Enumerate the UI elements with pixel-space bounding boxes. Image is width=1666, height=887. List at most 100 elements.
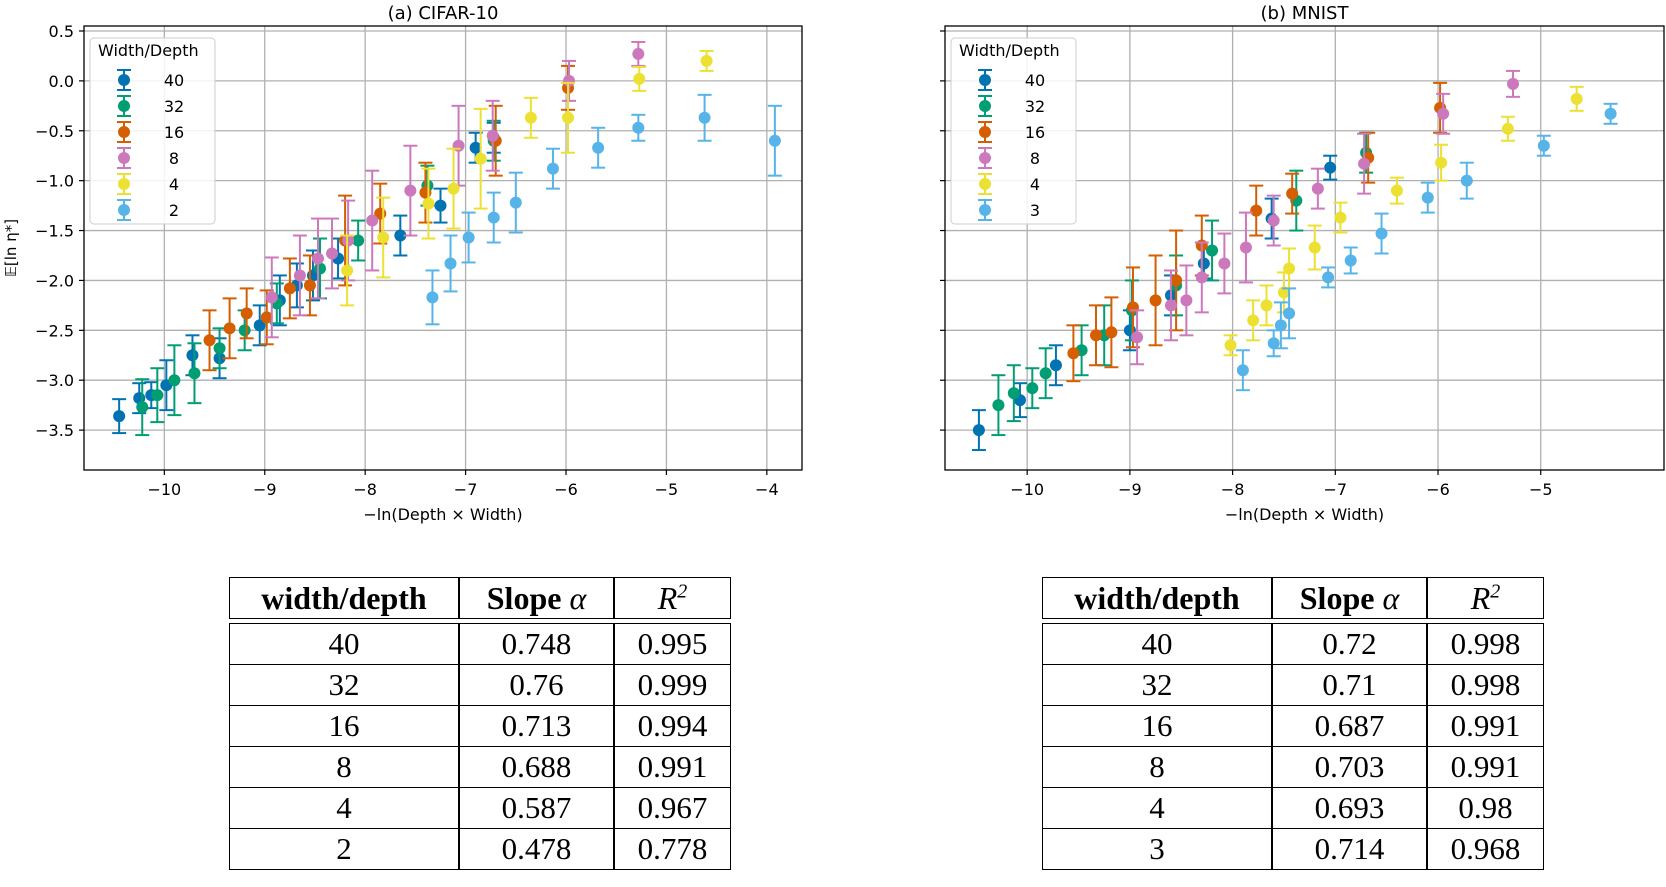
data-point bbox=[563, 74, 576, 87]
data-point bbox=[238, 324, 251, 337]
x-tick-label: −9 bbox=[1118, 480, 1142, 499]
data-point bbox=[394, 229, 407, 242]
y-tick-label: −0.5 bbox=[35, 122, 74, 141]
data-point bbox=[283, 282, 296, 295]
x-tick-label: −9 bbox=[253, 480, 277, 499]
header-width-depth: width/depth bbox=[1042, 577, 1272, 619]
y-tick-label: 0.0 bbox=[49, 72, 74, 91]
legend: Width/Depth 40 32 16 8 4 2 bbox=[89, 37, 216, 225]
chart-mnist: (b) MNIST −10 −9 −8 −7 −6 −5 −ln(Depth × Width)… bbox=[940, 3, 1665, 524]
data-point bbox=[632, 47, 645, 60]
charts-area: (a) CIFAR-10 −10 −9 −8 −7 −6 −5 −4 0.5 0.0 −0.5 −1.… bbox=[2, 3, 1665, 524]
data-point bbox=[1570, 92, 1583, 105]
data-point bbox=[1501, 122, 1514, 135]
x-tick-label: −10 bbox=[1010, 480, 1044, 499]
legend-box bbox=[950, 37, 1077, 225]
table-row: 4 0.693 0.98 bbox=[1042, 788, 1544, 829]
data-point bbox=[1026, 382, 1039, 395]
data-point bbox=[1460, 174, 1473, 187]
data-point bbox=[992, 399, 1005, 412]
data-point bbox=[1267, 337, 1280, 350]
data-point bbox=[1067, 347, 1080, 360]
data-point bbox=[352, 234, 365, 247]
data-point bbox=[1435, 156, 1448, 169]
data-point bbox=[1283, 262, 1296, 275]
y-tick-label: 0.5 bbox=[49, 22, 74, 41]
data-point bbox=[509, 196, 522, 209]
series-2 bbox=[425, 93, 782, 326]
data-point bbox=[434, 199, 447, 212]
data-point bbox=[1308, 241, 1321, 254]
data-point bbox=[188, 367, 201, 380]
data-point bbox=[136, 401, 149, 414]
data-point bbox=[1164, 299, 1177, 312]
table-row: 40 0.748 0.995 bbox=[229, 624, 731, 665]
header-slope: Slope α bbox=[1272, 577, 1427, 619]
header-r2: R2 bbox=[1427, 577, 1544, 619]
data-point bbox=[1322, 271, 1335, 284]
data-point bbox=[1604, 107, 1617, 120]
data-point bbox=[1311, 182, 1324, 195]
legend-label: 8 bbox=[169, 149, 179, 168]
legend-label: 40 bbox=[164, 71, 184, 90]
table-row: 32 0.71 0.998 bbox=[1042, 665, 1544, 706]
legend-marker bbox=[118, 74, 130, 86]
legend-marker bbox=[118, 100, 130, 112]
data-point bbox=[1197, 257, 1210, 270]
data-point bbox=[404, 184, 417, 197]
data-point bbox=[972, 424, 985, 437]
legend-title: Width/Depth bbox=[98, 41, 199, 60]
legend-marker bbox=[979, 152, 991, 164]
data-point bbox=[1283, 307, 1296, 320]
header-width-depth: width/depth bbox=[229, 577, 459, 619]
x-tick-label: −7 bbox=[1324, 480, 1348, 499]
legend-marker bbox=[118, 178, 130, 190]
legend-marker bbox=[979, 204, 991, 216]
data-point bbox=[293, 269, 306, 282]
x-tick-label: −6 bbox=[554, 480, 578, 499]
legend-marker bbox=[118, 152, 130, 164]
legend-label: 8 bbox=[1030, 149, 1040, 168]
table-row: 16 0.687 0.991 bbox=[1042, 706, 1544, 747]
x-tick-label: −4 bbox=[755, 480, 779, 499]
data-point bbox=[1105, 326, 1118, 339]
data-point bbox=[1250, 204, 1263, 217]
data-point bbox=[700, 54, 713, 67]
table-mnist: width/depth Slope α R2 40 0.72 0.998 32 0.7… bbox=[1042, 577, 1544, 870]
data-point bbox=[592, 141, 605, 154]
data-point bbox=[342, 234, 355, 247]
data-point bbox=[265, 291, 278, 304]
data-point bbox=[1344, 254, 1357, 267]
data-point bbox=[1149, 294, 1162, 307]
table-row: 3 0.714 0.968 bbox=[1042, 829, 1544, 870]
data-point bbox=[1324, 161, 1337, 174]
data-point bbox=[223, 322, 236, 335]
data-point bbox=[366, 214, 379, 227]
data-point bbox=[1274, 319, 1287, 332]
legend-marker bbox=[118, 126, 130, 138]
data-point bbox=[1218, 257, 1231, 270]
series-4 bbox=[340, 49, 714, 307]
x-tick-label: −5 bbox=[1529, 480, 1553, 499]
x-tick-label: −7 bbox=[454, 480, 478, 499]
table-row: 8 0.703 0.991 bbox=[1042, 747, 1544, 788]
data-point bbox=[447, 182, 460, 195]
data-point bbox=[1206, 244, 1219, 257]
data-point bbox=[113, 410, 126, 423]
legend-marker bbox=[979, 178, 991, 190]
y-axis-label: 𝔼[ln η*] bbox=[2, 219, 20, 277]
legend-label: 40 bbox=[1025, 71, 1045, 90]
data-point bbox=[768, 134, 781, 147]
data-point bbox=[419, 186, 432, 199]
data-point bbox=[1039, 367, 1052, 380]
x-tick-label: −10 bbox=[147, 480, 181, 499]
data-point bbox=[1390, 184, 1403, 197]
data-point bbox=[632, 121, 645, 134]
legend-marker bbox=[979, 126, 991, 138]
data-point bbox=[203, 334, 216, 347]
data-point bbox=[151, 389, 164, 402]
series-3 bbox=[1235, 102, 1618, 392]
data-point bbox=[168, 374, 181, 387]
data-point bbox=[562, 111, 575, 124]
legend: Width/Depth 40 32 16 8 4 3 bbox=[950, 37, 1077, 225]
